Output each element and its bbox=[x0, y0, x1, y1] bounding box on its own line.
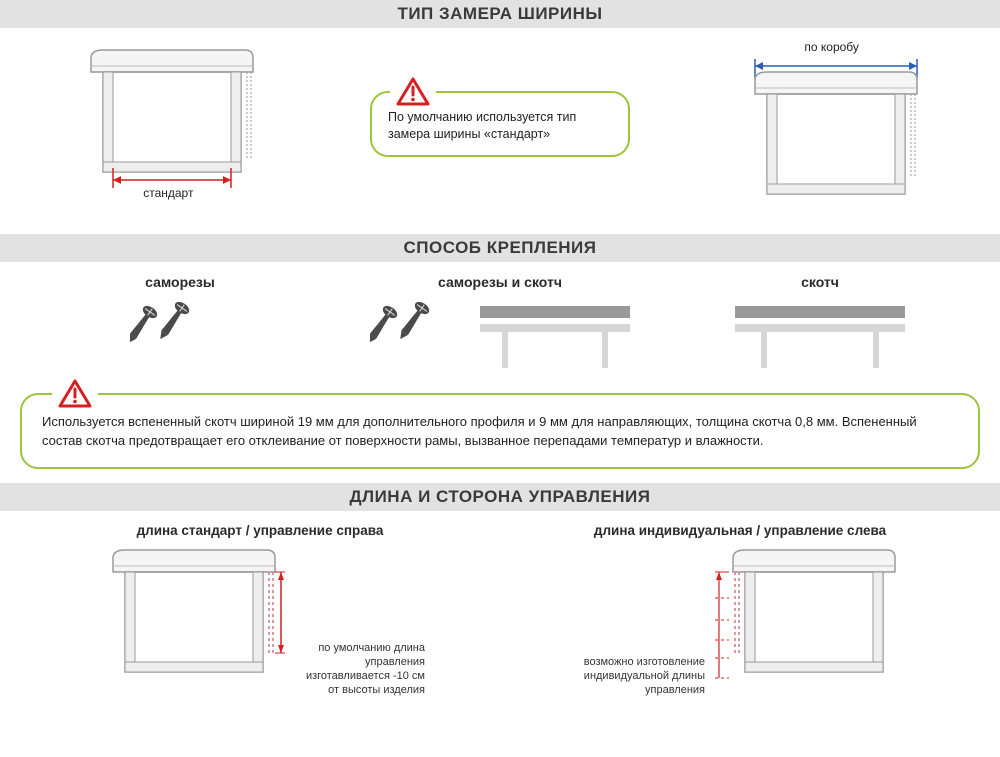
window-standard-svg bbox=[73, 48, 263, 198]
callout-text: По умолчанию используется тип замера шир… bbox=[388, 109, 612, 143]
mount-screws: саморезы bbox=[20, 274, 340, 363]
mount-tape: скотч bbox=[660, 274, 980, 373]
warning-icon bbox=[52, 379, 98, 412]
section-title: СПОСОБ КРЕПЛЕНИЯ bbox=[0, 234, 1000, 262]
section-mount-type: СПОСОБ КРЕПЛЕНИЯ саморезы bbox=[0, 234, 1000, 469]
diagram-width-standard: стандарт bbox=[73, 48, 263, 200]
tape-icon bbox=[480, 300, 630, 370]
control-note: возможно изготовление индивидуальной дли… bbox=[575, 655, 705, 698]
window-control-left-svg bbox=[715, 548, 905, 698]
control-standard-right: длина стандарт / управление справа bbox=[40, 523, 480, 698]
control-title: длина стандарт / управление справа bbox=[40, 523, 480, 538]
mount-label: саморезы и скотч bbox=[340, 274, 660, 290]
callout-tape-info: Используется вспененный скотч шириной 19… bbox=[20, 393, 980, 469]
control-custom-left: длина индивидуальная / управление слева bbox=[520, 523, 960, 698]
window-control-right-svg bbox=[95, 548, 285, 698]
control-title: длина индивидуальная / управление слева bbox=[520, 523, 960, 538]
mount-label: скотч bbox=[660, 274, 980, 290]
window-box-svg bbox=[737, 58, 927, 208]
warning-icon bbox=[390, 77, 436, 112]
section-width-type: ТИП ЗАМЕРА ШИРИНЫ bbox=[0, 0, 1000, 224]
callout-width-default: По умолчанию используется тип замера шир… bbox=[370, 91, 630, 157]
diagram-width-box: по коробу bbox=[737, 40, 927, 208]
screws-icon bbox=[130, 300, 230, 360]
section-title: ТИП ЗАМЕРА ШИРИНЫ bbox=[0, 0, 1000, 28]
section-control: ДЛИНА И СТОРОНА УПРАВЛЕНИЯ длина стандар… bbox=[0, 483, 1000, 698]
section-title: ДЛИНА И СТОРОНА УПРАВЛЕНИЯ bbox=[0, 483, 1000, 511]
callout-text: Используется вспененный скотч шириной 19… bbox=[42, 413, 958, 451]
mount-screws-tape: саморезы и скотч bbox=[340, 274, 660, 370]
label-box: по коробу bbox=[804, 40, 859, 54]
label-standard: стандарт bbox=[143, 186, 193, 200]
control-note: по умолчанию длина управления изготавлив… bbox=[295, 641, 425, 698]
tape-icon bbox=[735, 300, 905, 370]
screws-icon bbox=[370, 300, 460, 360]
mount-label: саморезы bbox=[20, 274, 340, 290]
